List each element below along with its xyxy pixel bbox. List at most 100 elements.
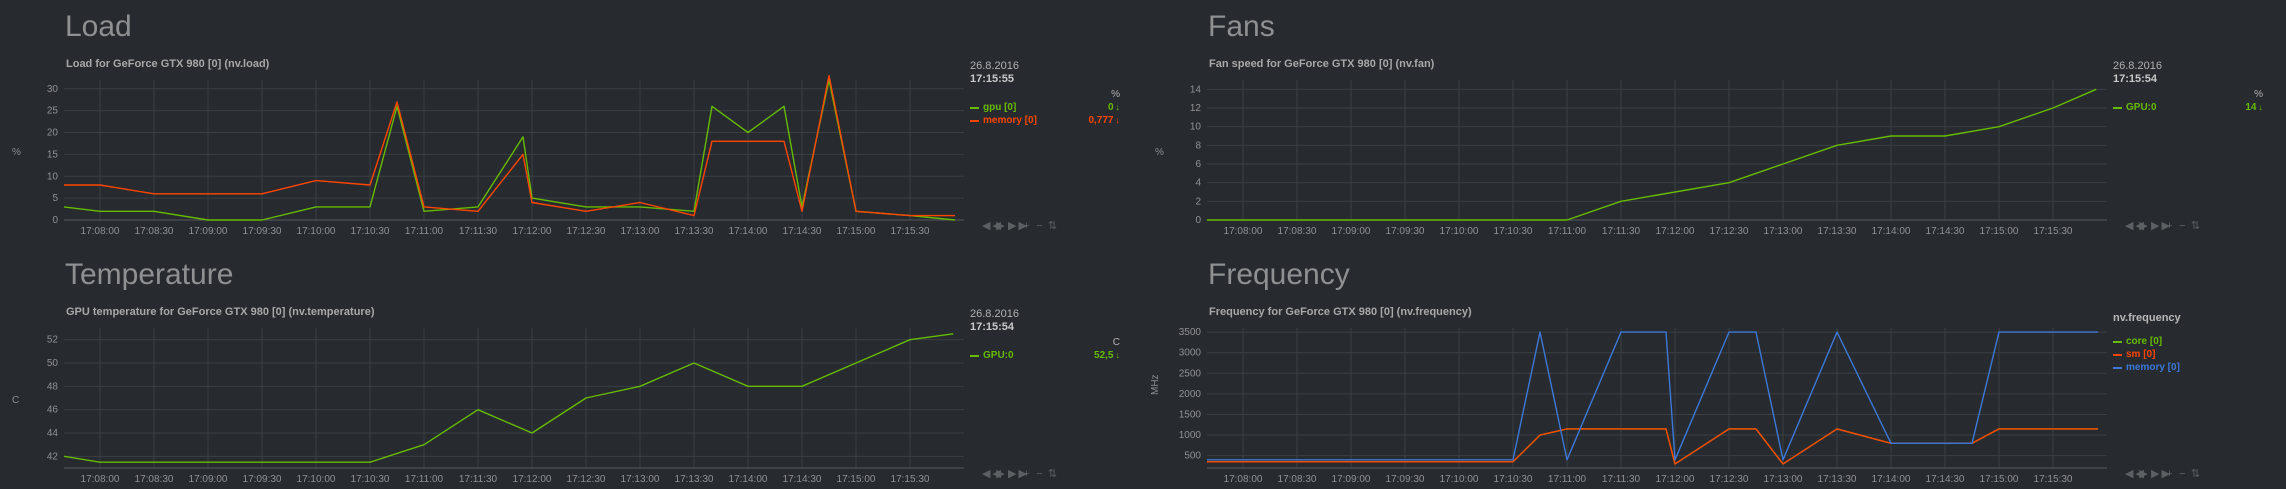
x-tick-label: 17:09:30 xyxy=(243,226,282,237)
forward-icon[interactable]: ▶▶ xyxy=(2151,468,2172,480)
x-tick-label: 17:15:00 xyxy=(837,226,876,237)
play-icon[interactable]: ▶ xyxy=(2139,468,2150,480)
y-tick-label: 48 xyxy=(47,381,59,392)
resize-icon[interactable]: ⇅ xyxy=(2190,468,2203,480)
legend-date: 26.8.2016 xyxy=(970,60,1019,72)
x-tick-label: 17:11:30 xyxy=(1602,474,1641,485)
forward-icon[interactable]: ▶▶ xyxy=(1008,220,1029,232)
x-tick-label: 17:12:00 xyxy=(513,226,552,237)
legend-swatch xyxy=(970,354,979,357)
legend-row-sm[interactable]: sm [0] xyxy=(2113,349,2263,360)
y-tick-label: 52 xyxy=(47,335,59,346)
rewind-icon[interactable]: ◀◀ xyxy=(982,220,1003,232)
x-tick-label: 17:11:30 xyxy=(1602,226,1641,237)
x-tick-label: 17:09:30 xyxy=(1386,226,1425,237)
zoom-out-icon[interactable]: − xyxy=(1036,468,1045,480)
legend-row-gpu[interactable]: gpu [0] 0 ↓ xyxy=(970,102,1120,113)
legend-row-core[interactable]: core [0] xyxy=(2113,336,2263,347)
y-tick-label: 2000 xyxy=(1179,389,1202,400)
zoom-out-icon[interactable]: − xyxy=(2179,220,2188,232)
legend-swatch xyxy=(2113,353,2122,356)
legend-series-name: core [0] xyxy=(2126,336,2163,347)
y-tick-label: 1000 xyxy=(1179,430,1202,441)
load-chart[interactable]: 0 5 10 15 20 25 30 17:08:00 17:08:30 17:09:00 17:0… xyxy=(0,70,1000,240)
x-tick-label: 17:10:30 xyxy=(1494,226,1533,237)
x-tick-label: 17:15:30 xyxy=(2034,226,2073,237)
legend-series-name: memory [0] xyxy=(983,115,1037,126)
x-tick-label: 17:08:00 xyxy=(81,474,120,485)
x-tick-label: 17:14:30 xyxy=(783,226,822,237)
frequency-toolbar: ◀◀▶▶▶+ − ⇅ xyxy=(2125,467,2203,480)
legend-units: % xyxy=(1111,89,1120,100)
forward-icon[interactable]: ▶▶ xyxy=(2151,220,2172,232)
x-tick-label: 17:08:30 xyxy=(1278,226,1317,237)
forward-icon[interactable]: ▶▶ xyxy=(1008,468,1029,480)
x-tick-label: 17:10:30 xyxy=(351,226,390,237)
series-line-gpu-0- xyxy=(63,79,956,221)
x-tick-label: 17:10:30 xyxy=(1494,474,1533,485)
zoom-out-icon[interactable]: − xyxy=(2179,468,2188,480)
play-icon[interactable]: ▶ xyxy=(996,468,1007,480)
zoom-out-icon[interactable]: − xyxy=(1036,220,1045,232)
zoom-in-icon[interactable]: + xyxy=(2166,468,2175,480)
legend-row-gpu0[interactable]: GPU:0 52,5 ↓ xyxy=(970,350,1120,361)
legend-date: 26.8.2016 xyxy=(970,308,1019,320)
x-tick-label: 17:09:30 xyxy=(243,474,282,485)
x-tick-label: 17:12:30 xyxy=(567,226,606,237)
resize-icon[interactable]: ⇅ xyxy=(1047,220,1060,232)
y-tick-label: 42 xyxy=(47,451,59,462)
zoom-in-icon[interactable]: + xyxy=(1023,468,1032,480)
series-line-core-0- xyxy=(1207,428,2098,465)
y-tick-label: 20 xyxy=(47,128,59,139)
x-tick-label: 17:14:30 xyxy=(1926,474,1965,485)
y-tick-label: 15 xyxy=(47,149,59,160)
y-tick-label: 5 xyxy=(52,193,58,204)
temperature-legend: 26.8.2016 17:15:54 C GPU:0 52,5 ↓ xyxy=(970,308,1120,361)
x-tick-label: 17:14:00 xyxy=(729,226,768,237)
play-icon[interactable]: ▶ xyxy=(996,220,1007,232)
legend-swatch xyxy=(2113,366,2122,369)
temperature-chart[interactable]: 42 44 46 48 50 52 17:08:00 17:08:30 17:09:00 17:0… xyxy=(0,318,1000,488)
y-tick-label: 46 xyxy=(47,405,59,416)
legend-time: 17:15:55 xyxy=(970,73,1015,85)
legend-units: C xyxy=(1112,337,1120,348)
series-line-gpu-0 xyxy=(1207,88,2097,221)
x-tick-label: 17:12:30 xyxy=(1710,474,1749,485)
zoom-in-icon[interactable]: + xyxy=(2166,220,2175,232)
x-tick-label: 17:13:00 xyxy=(621,474,660,485)
y-tick-label: 4 xyxy=(1195,178,1201,189)
x-tick-label: 17:15:30 xyxy=(2034,474,2073,485)
legend-series-value: 0 xyxy=(1107,102,1114,113)
legend-series-value: 0,777 xyxy=(1088,115,1114,126)
legend-row-memory[interactable]: memory [0] 0,777 ↓ xyxy=(970,115,1120,126)
play-icon[interactable]: ▶ xyxy=(2139,220,2150,232)
zoom-in-icon[interactable]: + xyxy=(1023,220,1032,232)
x-tick-label: 17:11:00 xyxy=(405,474,444,485)
rewind-icon[interactable]: ◀◀ xyxy=(2125,468,2146,480)
x-tick-label: 17:11:30 xyxy=(459,226,498,237)
frequency-chart[interactable]: 500 1000 1500 2000 2500 3000 3500 17:08:00 17:08… xyxy=(1143,318,2143,488)
resize-icon[interactable]: ⇅ xyxy=(1047,468,1060,480)
legend-swatch xyxy=(970,119,979,122)
legend-row-gpu0[interactable]: GPU:0 14 ↓ xyxy=(2113,102,2263,113)
load-toolbar: ◀◀▶▶▶+ − ⇅ xyxy=(982,219,1060,232)
fans-chart[interactable]: 0 2 4 6 8 10 12 14 17:08:00 17:08:30 17:09:00 17:09… xyxy=(1143,70,2143,240)
rewind-icon[interactable]: ◀◀ xyxy=(982,468,1003,480)
x-tick-label: 17:15:00 xyxy=(837,474,876,485)
fans-chart-title: Fan speed for GeForce GTX 980 [0] (nv.fa… xyxy=(1209,58,1435,70)
x-tick-label: 17:13:00 xyxy=(1764,226,1803,237)
section-title-load: Load xyxy=(65,10,132,43)
resize-icon[interactable]: ⇅ xyxy=(2190,220,2203,232)
y-tick-label: 50 xyxy=(47,358,59,369)
temperature-chart-title: GPU temperature for GeForce GTX 980 [0] … xyxy=(66,306,375,318)
x-tick-label: 17:08:30 xyxy=(135,474,174,485)
legend-row-memory[interactable]: memory [0] xyxy=(2113,362,2263,373)
legend-series-name: GPU:0 xyxy=(983,350,1014,361)
y-tick-label: 6 xyxy=(1195,159,1201,170)
x-tick-label: 17:08:30 xyxy=(1278,474,1317,485)
rewind-icon[interactable]: ◀◀ xyxy=(2125,220,2146,232)
x-tick-label: 17:13:30 xyxy=(675,226,714,237)
x-tick-label: 17:11:00 xyxy=(1548,474,1587,485)
fans-toolbar: ◀◀▶▶▶+ − ⇅ xyxy=(2125,219,2203,232)
legend-swatch xyxy=(2113,340,2122,343)
